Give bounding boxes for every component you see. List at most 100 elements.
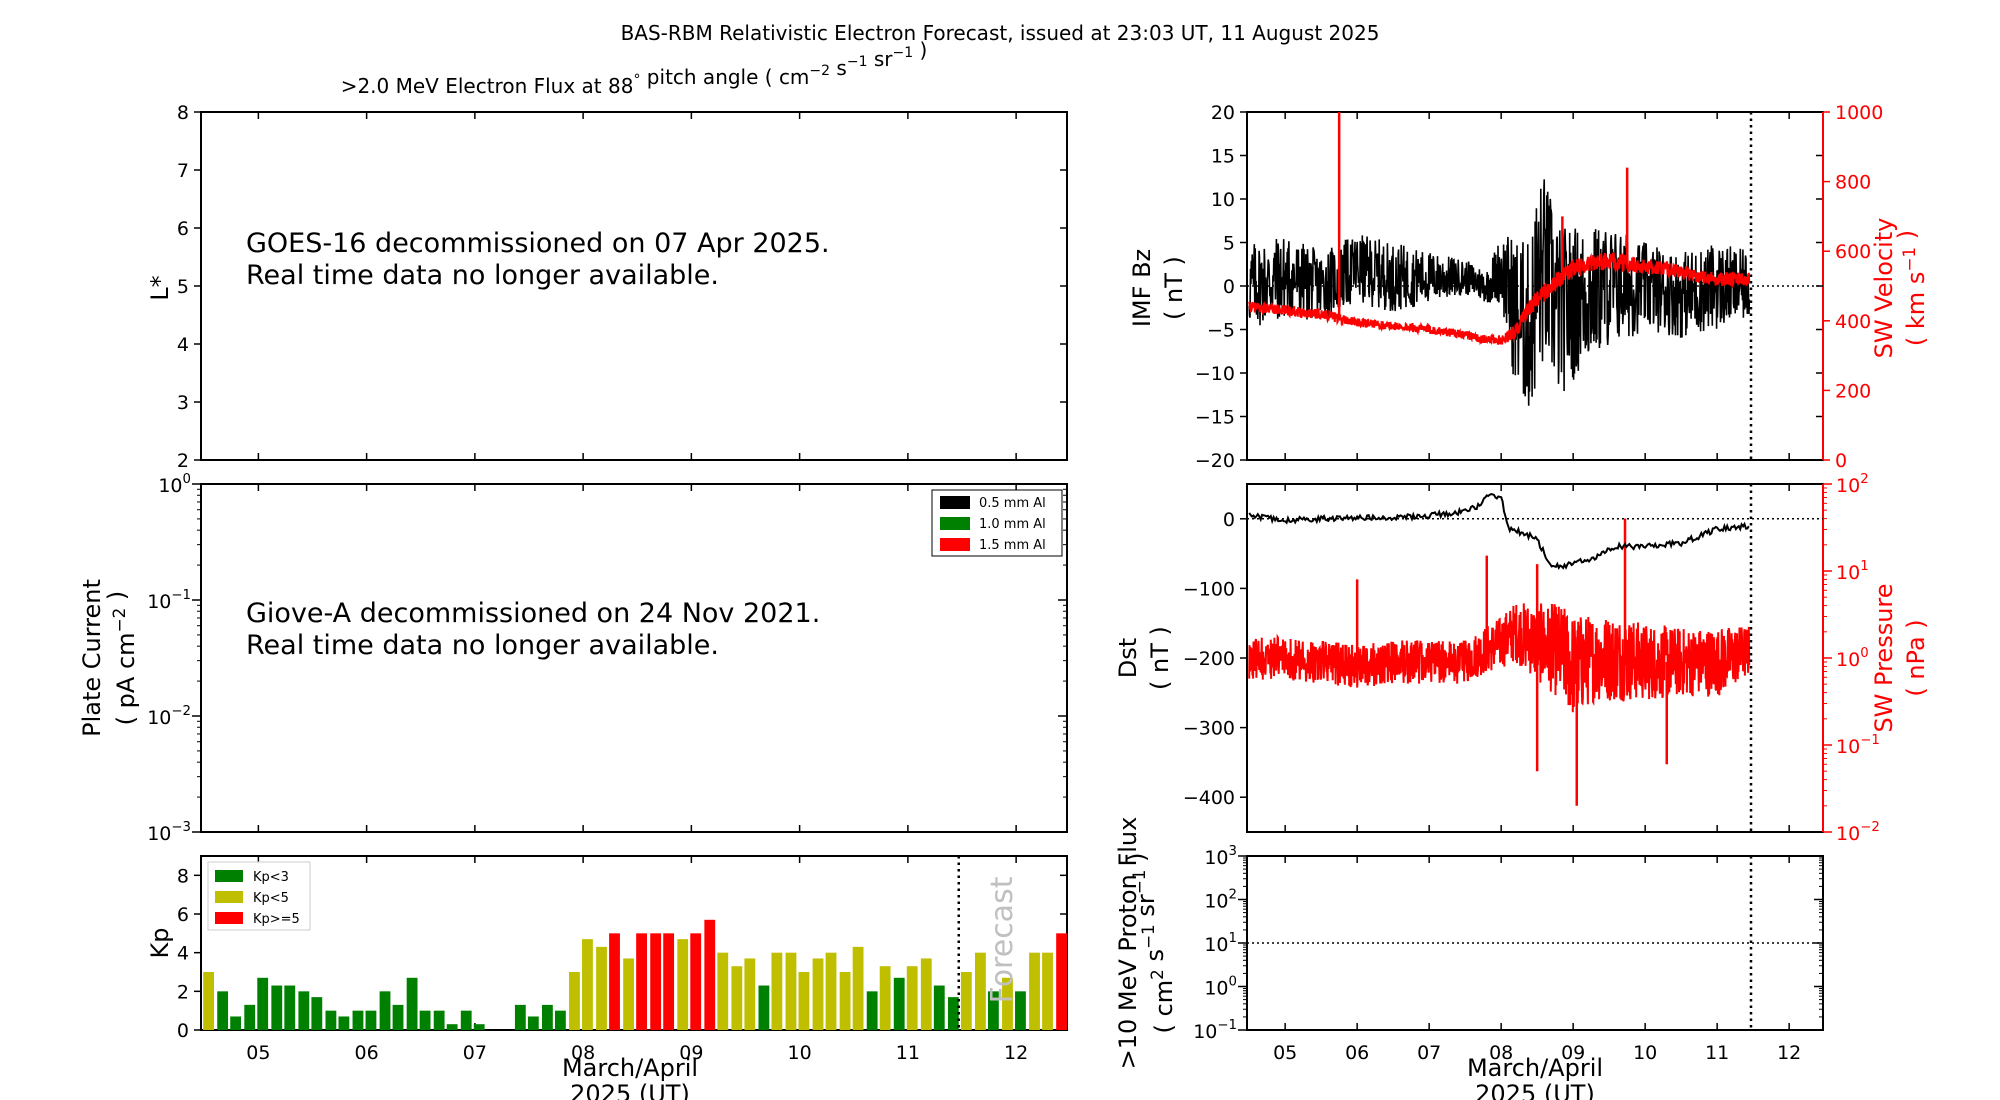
dst-right-ytick-label-part: 10 (1836, 649, 1860, 671)
plate-ytick-label-part: −3 (171, 820, 191, 835)
dst-right-ytick-label: 102 (1836, 472, 1869, 497)
plate-ytick-label: 10−3 (147, 820, 191, 845)
flux-ytick-label: 3 (177, 392, 189, 414)
plate-ytick-label-part: 10 (147, 823, 171, 845)
kp-bar (433, 1010, 445, 1030)
imf-ytick-label: −20 (1195, 450, 1235, 472)
kp-bar (960, 972, 972, 1030)
plate-ytick-label-part: 10 (158, 475, 182, 497)
kp-xtick-label: 06 (355, 1042, 379, 1064)
kp-bar (879, 966, 891, 1030)
proton-ytick-label-part: 1 (1229, 931, 1237, 946)
kp-ytick-label: 6 (177, 904, 189, 926)
kp-bar (1015, 991, 1026, 1030)
dst-pressure-line (1248, 603, 1751, 713)
proton-ytick-label-part: 10 (1193, 1021, 1217, 1043)
kp-bar (839, 972, 851, 1030)
proton-ylabel-line2-part: ) (1123, 853, 1151, 870)
dst-right-ytick-label-part: −2 (1860, 820, 1880, 835)
proton-xtick-label: 07 (1417, 1042, 1441, 1064)
proton-ylabel-line2-part: ( cm (1150, 980, 1178, 1034)
proton-ytick-label: 100 (1204, 975, 1237, 1000)
proton-ytick-label-part: 2 (1229, 888, 1237, 903)
kp-bar (230, 1016, 242, 1030)
kp-legend-label: Kp<3 (253, 870, 289, 885)
dst-right-ytick-label-part: 0 (1860, 646, 1868, 661)
kp-bar (1002, 977, 1013, 1030)
kp-xtick-label: 12 (1004, 1042, 1028, 1064)
flux-title: >2.0 MeV Electron Flux at 88° pitch angl… (341, 38, 928, 98)
kp-bar (785, 952, 797, 1030)
dst-right-ytick-label: 10−1 (1836, 733, 1880, 758)
kp-bar (704, 919, 716, 1030)
plate-ytick-label-part: 0 (183, 472, 191, 487)
kp-bar (1029, 952, 1040, 1030)
imf-ytick-label: 20 (1211, 102, 1235, 124)
plate-ytick-label-part: 10 (147, 707, 171, 729)
kp-bar (352, 1010, 364, 1030)
dst-ytick-label: −200 (1183, 648, 1235, 670)
kp-bar (582, 939, 593, 1030)
proton-ytick-label: 102 (1204, 888, 1237, 913)
kp-forecast-label: Forecast (985, 876, 1020, 1003)
kp-ytick-label: 8 (177, 865, 189, 887)
dst-right-ytick-label-part: 10 (1836, 562, 1860, 584)
kp-bar (446, 1024, 458, 1030)
plate-ylabel-line2-part: ( pA cm (112, 632, 140, 725)
kp-bar (1056, 933, 1067, 1030)
kp-bar (650, 933, 662, 1030)
proton-ytick-label: 103 (1204, 844, 1237, 869)
plate-ytick-label: 10−2 (147, 704, 191, 729)
right-xlabel-line1: March/April (1467, 1054, 1603, 1082)
kp-bar (771, 952, 783, 1030)
flux-title-part: >2.0 MeV Electron Flux at 88 (341, 74, 634, 98)
kp-bar (541, 1004, 553, 1030)
plate-message-line2: Real time data no longer available. (246, 630, 719, 661)
imf-ylabel-line2: ( nT ) (1160, 256, 1188, 320)
kp-bar (744, 958, 756, 1030)
imf-right-ytick-label: 800 (1835, 172, 1871, 194)
kp-bar (798, 972, 810, 1030)
dst-right-ytick-label-part: 10 (1836, 823, 1860, 845)
kp-bar (825, 952, 837, 1030)
kp-bar (473, 1024, 485, 1030)
imf-ylabel-right-line2-part: ) (1893, 230, 1921, 247)
kp-bar (298, 991, 310, 1030)
proton-ylabel-line2-part: −1 (1138, 924, 1158, 949)
proton-xtick-label: 09 (1561, 1042, 1585, 1064)
kp-bar (406, 977, 418, 1030)
plate-legend-label: 0.5 mm Al (979, 496, 1046, 511)
proton-ytick-label-part: 10 (1204, 978, 1228, 1000)
proton-ytick-label-part: 0 (1229, 975, 1237, 990)
imf-ylabel-right-line2: ( km s−1 ) (1893, 230, 1930, 346)
kp-bar (852, 946, 864, 1030)
kp-bar (812, 958, 824, 1030)
flux-ytick-label: 7 (177, 160, 189, 182)
dst-right-ytick-label: 101 (1836, 559, 1869, 584)
proton-ylabel-line2-part: s (1141, 949, 1169, 969)
plate-ytick-label-part: −2 (171, 704, 191, 719)
flux-title-part: s (830, 56, 847, 80)
kp-bar (920, 958, 932, 1030)
kp-bar (609, 933, 620, 1030)
imf-ytick-label: 5 (1223, 233, 1235, 255)
flux-title-part: −2 (809, 63, 830, 79)
kp-bar (933, 985, 945, 1030)
kp-bar (257, 977, 269, 1030)
dst-ytick-label: −300 (1183, 718, 1235, 740)
flux-title-part: −1 (892, 45, 913, 61)
kp-bar (690, 933, 702, 1030)
proton-ytick-label-part: 3 (1229, 844, 1237, 859)
left-xlabel-line1: March/April (562, 1054, 698, 1082)
proton-ytick-label-part: 10 (1204, 934, 1228, 956)
imf-right-ytick-label: 200 (1835, 380, 1871, 402)
plate-ylabel-line2: ( pA cm−2 ) (103, 591, 140, 726)
dst-right-ytick-label-part: 1 (1860, 559, 1868, 574)
kp-xtick-label: 07 (463, 1042, 487, 1064)
kp-bar (554, 1010, 566, 1030)
right-xlabel-line2: 2025 (UT) (1475, 1080, 1595, 1100)
kp-bar (338, 1016, 350, 1030)
flux-title-part: sr (867, 47, 893, 71)
proton-ylabel-line2-part: sr (1132, 894, 1160, 924)
proton-xtick-label: 11 (1705, 1042, 1729, 1064)
